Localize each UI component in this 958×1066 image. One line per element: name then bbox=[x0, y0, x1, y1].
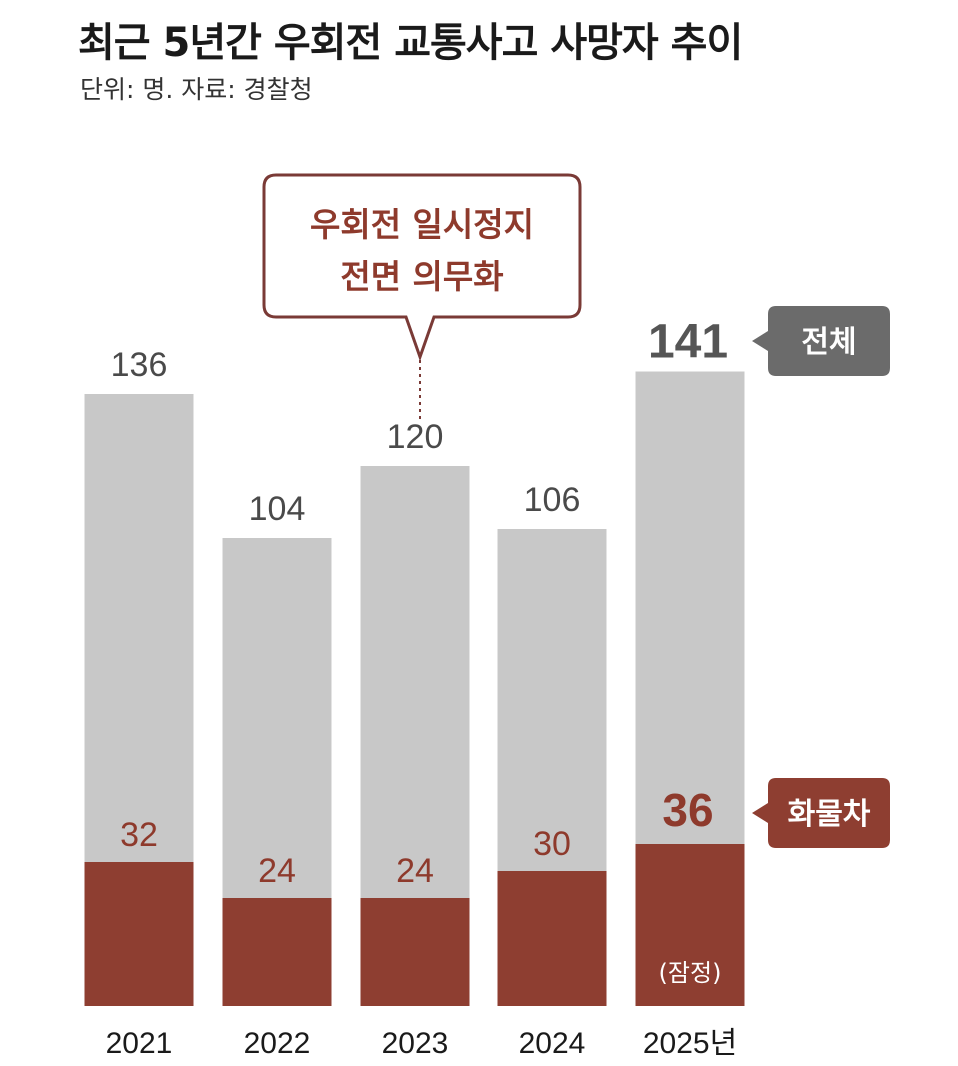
label-truck-2: 24 bbox=[396, 852, 434, 890]
bar-note-0: (잠정) bbox=[659, 959, 722, 987]
label-truck-3: 30 bbox=[533, 825, 571, 863]
legend-tag-truck bbox=[752, 778, 890, 848]
label-truck-0: 32 bbox=[120, 816, 158, 854]
label-truck-4: 36 bbox=[662, 784, 713, 836]
bar-truck-2 bbox=[360, 898, 470, 1006]
label-truck-1: 24 bbox=[258, 852, 296, 890]
label-total-2: 120 bbox=[387, 418, 444, 456]
x-tick-3: 2024 bbox=[519, 1027, 586, 1060]
callout-box bbox=[262, 173, 582, 362]
x-tick-4: 2025년 bbox=[643, 1027, 737, 1060]
x-tick-2: 2023 bbox=[382, 1027, 449, 1060]
label-total-4: 141 bbox=[648, 316, 728, 369]
legend-tag-total-label: 전체 bbox=[801, 325, 856, 360]
legend-tag-total bbox=[752, 306, 890, 376]
bar-truck-4 bbox=[635, 844, 745, 1006]
callout: 우회전 일시정지 전면 의무화 bbox=[262, 173, 582, 420]
chart-subtitle: 단위: 명. 자료: 경찰청 bbox=[80, 75, 313, 104]
bar-truck-0 bbox=[84, 862, 194, 1006]
chart-title: 최근 5년간 우회전 교통사고 사망자 추이 bbox=[78, 20, 743, 66]
bar-truck-1 bbox=[222, 898, 332, 1006]
x-tick-0: 2021 bbox=[106, 1027, 173, 1060]
label-total-1: 104 bbox=[249, 490, 306, 528]
callout-line1: 우회전 일시정지 bbox=[310, 205, 534, 244]
label-total-3: 106 bbox=[524, 481, 581, 519]
x-tick-1: 2022 bbox=[244, 1027, 311, 1060]
label-total-0: 136 bbox=[111, 346, 168, 384]
legend-tag-truck-label: 화물차 bbox=[788, 797, 871, 832]
bar-truck-3 bbox=[497, 871, 607, 1006]
callout-line2: 전면 의무화 bbox=[340, 257, 503, 296]
